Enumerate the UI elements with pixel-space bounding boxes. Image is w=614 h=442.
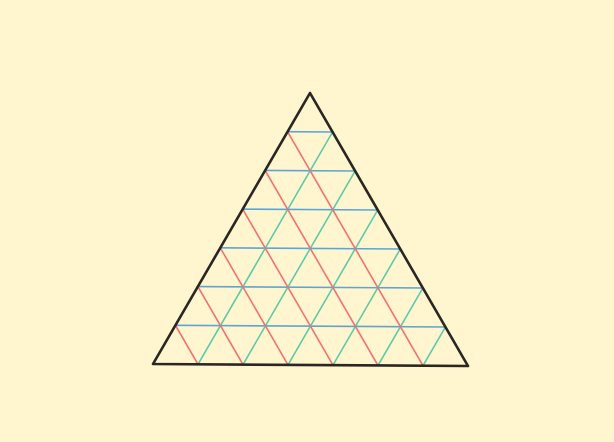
horizontal-grid-line — [241, 208, 379, 211]
right-diagonal-grid-line — [264, 169, 379, 367]
right-diagonal-grid-line — [241, 208, 334, 366]
horizontal-grid-line — [197, 285, 424, 289]
right-diagonal-grid-line — [219, 247, 289, 366]
left-diagonal-grid-line — [422, 326, 447, 367]
right-diagonal-grid-line — [286, 130, 424, 367]
right-diagonal-grid-line — [197, 285, 244, 366]
left-diagonal-grid-line — [242, 170, 356, 366]
triangle-outline — [151, 91, 470, 368]
left-diagonal-grid-line — [332, 248, 402, 366]
right-diagonal-grid-line — [174, 324, 199, 366]
right-diagonal-grid-lines — [174, 130, 424, 367]
